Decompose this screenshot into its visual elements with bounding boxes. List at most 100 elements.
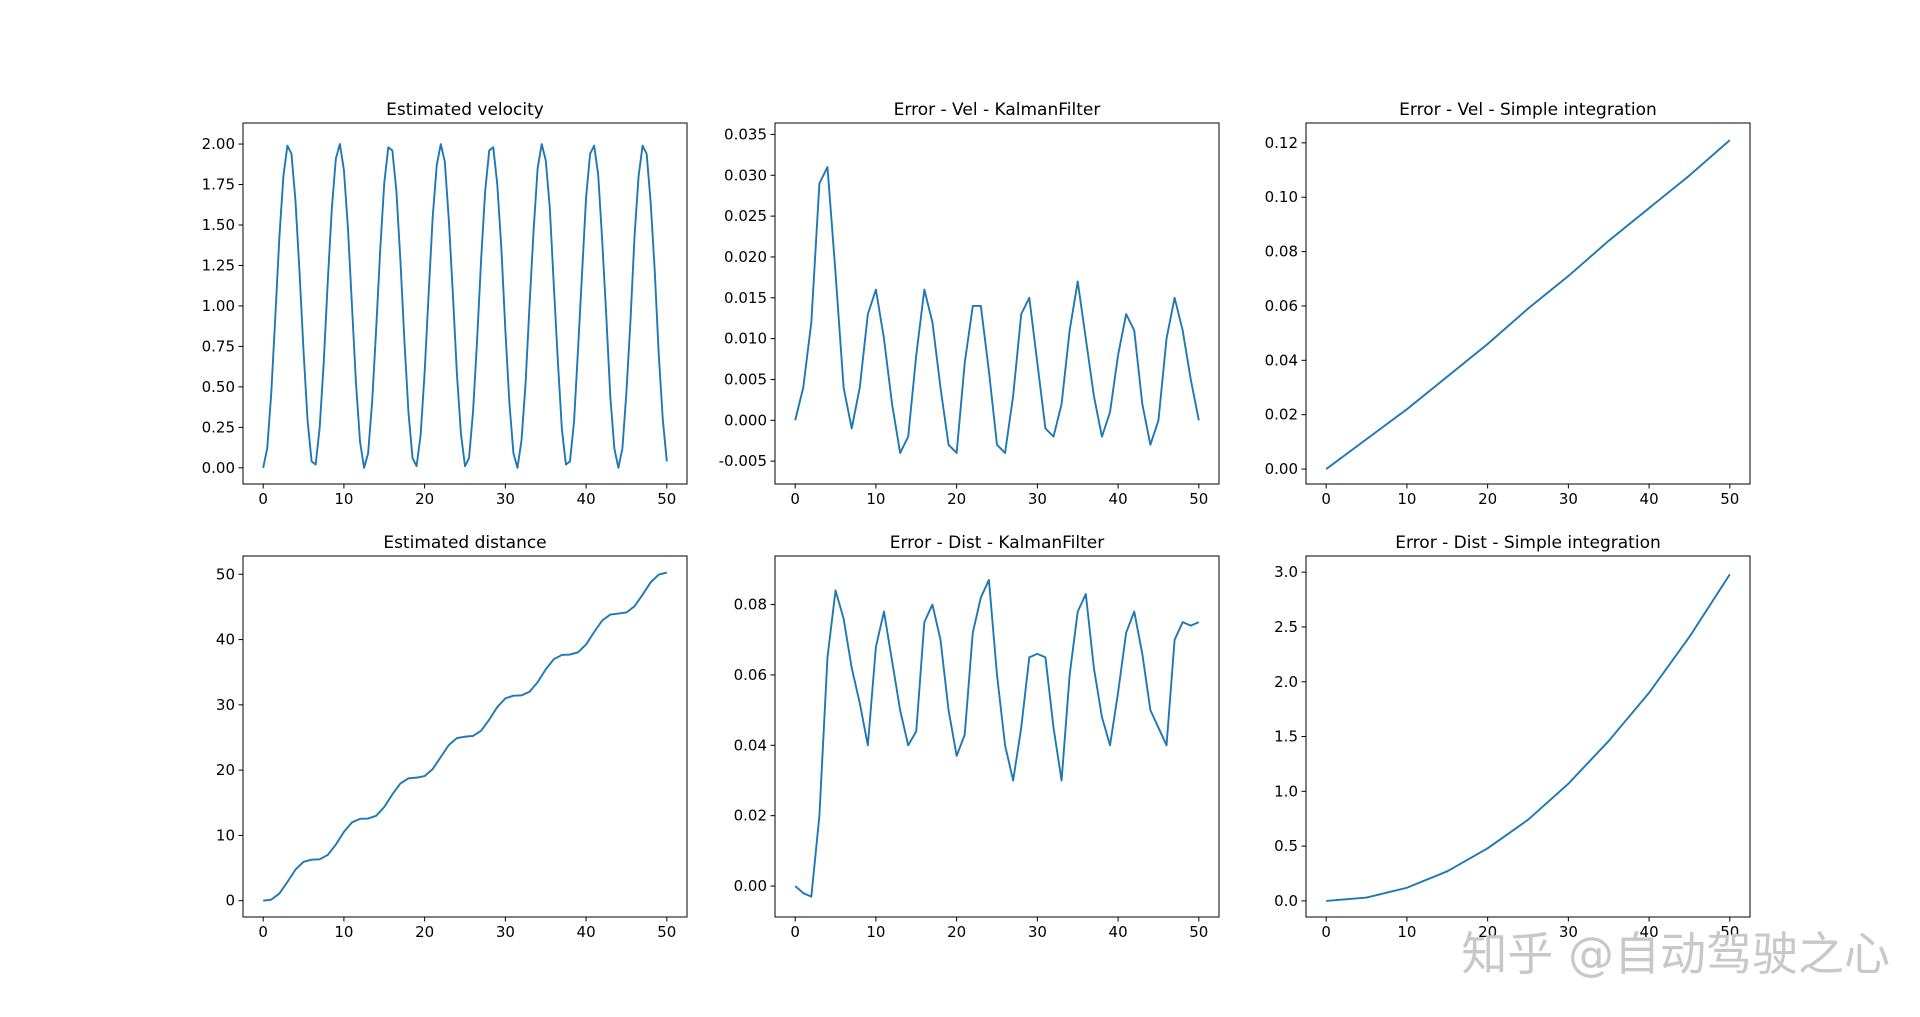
x-tick-label: 20 (415, 490, 434, 508)
y-tick-label: 30 (216, 696, 235, 714)
x-tick-label: 30 (1559, 490, 1578, 508)
x-tick-label: 50 (1720, 490, 1739, 508)
y-tick-label: 1.5 (1274, 728, 1298, 746)
y-tick-label: 0.10 (1265, 188, 1298, 206)
y-tick-label: 3.0 (1274, 563, 1298, 581)
subplot-title: Error - Vel - Simple integration (1399, 100, 1657, 120)
x-tick-label: 10 (866, 490, 885, 508)
x-tick-label: 40 (1640, 923, 1659, 941)
x-tick-label: 10 (866, 923, 885, 941)
x-tick-label: 0 (790, 490, 800, 508)
x-tick-label: 10 (334, 490, 353, 508)
x-tick-label: 10 (334, 923, 353, 941)
y-tick-label: 1.0 (1274, 782, 1298, 800)
axes-frame (242, 122, 688, 485)
y-tick-label: -0.005 (719, 452, 767, 470)
data-line (794, 166, 1200, 454)
y-tick-label: 0.08 (734, 596, 767, 614)
x-tick-label: 0 (1321, 490, 1331, 508)
x-tick-label: 0 (790, 923, 800, 941)
y-tick-label: 0.02 (1265, 406, 1298, 424)
x-tick-label: 10 (1397, 923, 1416, 941)
data-line (794, 578, 1200, 898)
x-tick-label: 30 (496, 923, 515, 941)
data-line (263, 571, 668, 902)
axes-frame (774, 555, 1220, 918)
y-tick-label: 0 (225, 892, 235, 910)
x-tick-label: 20 (415, 923, 434, 941)
subplot-title: Estimated distance (383, 533, 546, 553)
y-tick-label: 40 (216, 631, 235, 649)
x-tick-label: 50 (1189, 923, 1208, 941)
axes-frame (242, 555, 688, 918)
x-tick-label: 0 (258, 490, 268, 508)
y-tick-label: 0.5 (1274, 837, 1298, 855)
y-tick-label: 0.06 (1265, 297, 1298, 315)
x-tick-label: 50 (1189, 490, 1208, 508)
y-tick-label: 0.015 (724, 289, 767, 307)
y-tick-label: 0.12 (1265, 134, 1298, 152)
y-tick-label: 1.75 (202, 176, 235, 194)
y-tick-label: 50 (216, 565, 235, 583)
x-tick-label: 0 (258, 923, 268, 941)
y-tick-label: 0.06 (734, 666, 767, 684)
y-tick-label: 0.025 (724, 207, 767, 225)
y-tick-label: 0.020 (724, 248, 767, 266)
data-line (262, 143, 668, 469)
axes-frame (774, 122, 1220, 485)
x-tick-label: 50 (657, 490, 676, 508)
x-tick-label: 40 (1640, 490, 1659, 508)
subplot-title: Error - Dist - Simple integration (1395, 533, 1661, 553)
x-tick-label: 40 (577, 923, 596, 941)
y-tick-label: 0.000 (724, 411, 767, 429)
y-tick-label: 0.00 (202, 459, 235, 477)
y-tick-label: 0.02 (734, 807, 767, 825)
x-tick-label: 20 (1478, 923, 1497, 941)
subplot-title: Error - Dist - KalmanFilter (890, 533, 1105, 553)
y-tick-label: 1.50 (202, 216, 235, 234)
y-tick-label: 0.50 (202, 378, 235, 396)
y-tick-label: 0.030 (724, 166, 767, 184)
y-tick-label: 1.25 (202, 256, 235, 274)
x-tick-label: 20 (947, 923, 966, 941)
axes-frame (1305, 122, 1751, 485)
y-tick-label: 0.00 (1265, 460, 1298, 478)
y-tick-label: 0.005 (724, 370, 767, 388)
x-tick-label: 50 (657, 923, 676, 941)
x-tick-label: 30 (496, 490, 515, 508)
x-tick-label: 30 (1559, 923, 1578, 941)
subplot-title: Error - Vel - KalmanFilter (894, 100, 1101, 120)
subplot-title: Estimated velocity (386, 100, 544, 120)
y-tick-label: 2.00 (202, 135, 235, 153)
data-line (1326, 573, 1731, 902)
y-tick-label: 20 (216, 761, 235, 779)
y-tick-label: 1.00 (202, 297, 235, 315)
x-tick-label: 40 (1109, 923, 1128, 941)
y-tick-label: 0.25 (202, 418, 235, 436)
x-tick-label: 30 (1028, 923, 1047, 941)
y-tick-label: 0.75 (202, 337, 235, 355)
x-tick-label: 50 (1720, 923, 1739, 941)
y-tick-label: 2.5 (1274, 618, 1298, 636)
x-tick-label: 10 (1397, 490, 1416, 508)
y-tick-label: 0.08 (1265, 243, 1298, 261)
y-tick-label: 0.00 (734, 877, 767, 895)
y-tick-label: 2.0 (1274, 673, 1298, 691)
y-tick-label: 0.035 (724, 125, 767, 143)
y-tick-label: 0.0 (1274, 892, 1298, 910)
y-tick-label: 10 (216, 826, 235, 844)
x-tick-label: 30 (1028, 490, 1047, 508)
y-tick-label: 0.04 (1265, 351, 1298, 369)
x-tick-label: 20 (947, 490, 966, 508)
y-tick-label: 0.04 (734, 736, 767, 754)
x-tick-label: 0 (1321, 923, 1331, 941)
axes-frame (1305, 555, 1751, 918)
watermark: 知乎 @自动驾驶之心 (1461, 927, 1890, 981)
x-tick-label: 20 (1478, 490, 1497, 508)
y-tick-label: 0.010 (724, 330, 767, 348)
x-tick-label: 40 (577, 490, 596, 508)
x-tick-label: 40 (1109, 490, 1128, 508)
data-line (1325, 139, 1731, 470)
